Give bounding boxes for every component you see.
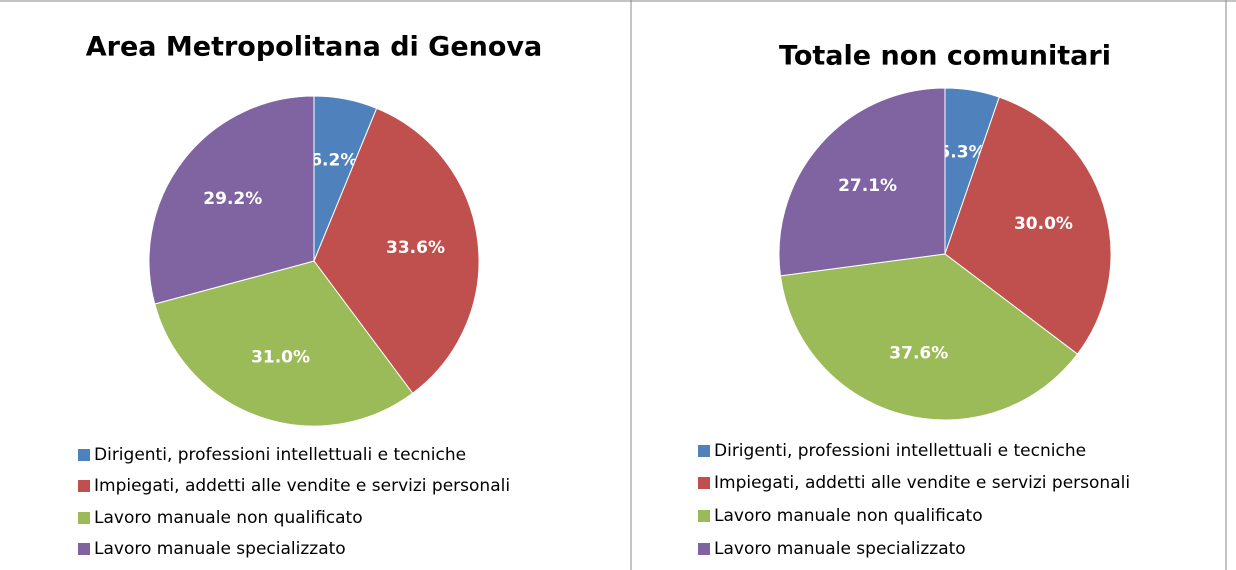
data-label: 27.1% <box>838 176 897 196</box>
data-label: 31.0% <box>251 348 310 368</box>
chart-title: Totale non comunitari <box>779 41 1111 72</box>
pie-slice <box>779 253 1079 421</box>
data-label: 37.6% <box>889 344 948 364</box>
legend-label: Dirigenti, professioni intellettuali e t… <box>94 445 466 465</box>
data-label: 29.2% <box>203 189 262 209</box>
legend-swatch <box>78 449 90 461</box>
pie-slice <box>154 260 414 427</box>
data-label: 6.2% <box>310 151 357 171</box>
legend-swatch <box>78 480 90 492</box>
pie-slice <box>778 87 946 277</box>
pie-slice <box>944 96 1112 355</box>
legend-label: Impiegati, addetti alle vendite e serviz… <box>94 476 510 496</box>
chart-title: Area Metropolitana di Genova <box>86 32 543 63</box>
pie-slice <box>313 107 480 394</box>
legend-label: Lavoro manuale specializzato <box>94 539 346 559</box>
legend-swatch <box>698 543 710 555</box>
pie-slice <box>148 95 315 305</box>
legend-swatch <box>78 512 90 524</box>
data-label: 30.0% <box>1014 214 1073 234</box>
legend-swatch <box>698 510 710 522</box>
legend-label: Lavoro manuale non qualificato <box>94 508 363 528</box>
legend-label: Lavoro manuale specializzato <box>714 539 966 559</box>
legend-swatch <box>78 543 90 555</box>
data-label: 33.6% <box>386 238 445 258</box>
legend-label: Lavoro manuale non qualificato <box>714 506 983 526</box>
legend-swatch <box>698 477 710 489</box>
legend-label: Impiegati, addetti alle vendite e serviz… <box>714 473 1130 493</box>
legend-swatch <box>698 445 710 457</box>
data-label: 5.3% <box>938 143 985 163</box>
legend-label: Dirigenti, professioni intellettuali e t… <box>714 441 1086 461</box>
